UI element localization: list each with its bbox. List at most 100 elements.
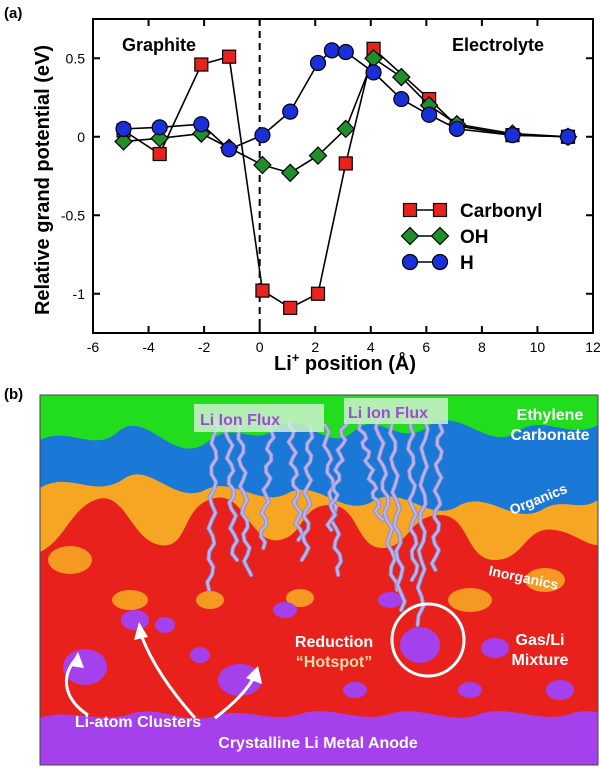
y-tick-label: 0.5 <box>66 50 86 66</box>
li-cluster <box>481 638 509 658</box>
series-h <box>115 42 577 158</box>
x-axis-label-sup: + <box>292 350 300 365</box>
data-point-oh <box>280 163 300 183</box>
y-tick-label: -0.5 <box>61 207 85 223</box>
inorganic-pockets <box>48 546 565 612</box>
legend-marker-carbonyl <box>402 202 418 218</box>
data-point-h <box>254 127 271 144</box>
x-axis-label: Li+ position (Å) <box>274 350 416 375</box>
li-cluster <box>546 680 574 700</box>
legend: Carbonyl OH H <box>400 201 542 274</box>
data-point-carbonyl <box>310 286 326 301</box>
y-axis-label: Relative grand potential (eV) <box>32 45 54 315</box>
x-tick-label: 6 <box>422 339 430 355</box>
data-point-h <box>448 120 465 137</box>
data-point-oh <box>114 132 133 151</box>
data-point-h <box>559 128 577 145</box>
x-axis-label-main: Li <box>274 353 292 375</box>
data-point-carbonyl <box>338 156 353 171</box>
data-point-h <box>193 116 210 133</box>
inorganic-pocket <box>286 589 314 607</box>
gas-li-label: Gas/Li <box>516 632 565 649</box>
legend-label-h: H <box>460 253 474 274</box>
data-point-carbonyl <box>283 300 298 315</box>
flux-trajectory <box>322 423 343 577</box>
panel-a-label: (a) <box>4 5 22 22</box>
li-cluster <box>63 649 107 685</box>
data-point-h <box>337 43 354 61</box>
data-point-carbonyl <box>194 57 209 72</box>
flux-trajectory <box>388 423 407 612</box>
x-tick-label: -6 <box>87 339 100 355</box>
data-point-carbonyl <box>255 283 270 298</box>
data-point-h <box>421 106 438 123</box>
flux-trajectory <box>287 418 305 542</box>
data-point-oh <box>308 146 328 165</box>
reduction-label: Reduction <box>295 634 373 651</box>
hotspot-circle <box>390 602 466 678</box>
flux-trajectory <box>326 418 348 532</box>
flux-label-left: Li Ion Flux <box>200 412 280 429</box>
inorganic-pocket <box>448 588 492 612</box>
inorganic-pocket <box>525 568 565 592</box>
y-tick-label: 0 <box>77 129 85 145</box>
legend-marker-carbonyl <box>432 202 448 218</box>
data-series <box>114 41 578 315</box>
data-point-carbonyl <box>222 49 237 64</box>
chart-panel-a: -6 -4 -2 0 2 4 6 8 10 12 0.5 0 -0.5 -1 Graphite Elec… <box>32 18 600 375</box>
x-tick-label: 0 <box>256 339 264 355</box>
x-axis-label-rest: position (Å) <box>299 351 416 375</box>
mixture-label: Mixture <box>512 652 569 669</box>
inorganic-pocket <box>48 546 92 574</box>
flux-trajectory <box>416 418 430 627</box>
li-atom-clusters <box>63 592 574 700</box>
x-tick-label: 10 <box>530 339 546 355</box>
data-point-h <box>282 103 299 120</box>
legend-label-oh: OH <box>460 227 489 248</box>
data-point-h <box>393 90 410 108</box>
li-cluster <box>218 664 262 696</box>
plot-frame <box>92 18 594 334</box>
li-cluster <box>273 602 297 618</box>
legend-marker-h <box>401 253 419 271</box>
sei-illustration: Li Ion Flux Li Ion Flux Ethylene Carbona… <box>40 395 598 765</box>
x-tick-label: 2 <box>311 339 319 355</box>
li-cluster <box>378 592 402 608</box>
data-point-h <box>309 54 327 72</box>
flux-trajectory <box>406 418 419 582</box>
data-point-h <box>365 64 382 81</box>
flux-trajectory <box>224 418 239 562</box>
x-tick-label: -4 <box>142 339 155 355</box>
series-line-oh <box>123 57 569 174</box>
flux-trajectory <box>205 418 220 592</box>
li-atom-clusters-label: Li-atom Clusters <box>75 714 201 731</box>
inorganic-pocket <box>112 590 148 610</box>
flux-trajectory <box>374 418 399 592</box>
x-tick-label: 8 <box>478 339 486 355</box>
x-tick-label: 12 <box>585 339 600 355</box>
li-cluster <box>121 610 149 630</box>
li-cluster <box>190 647 210 663</box>
flux-label-box-right <box>344 398 448 424</box>
region-label-graphite: Graphite <box>122 35 196 55</box>
li-cluster <box>458 682 482 698</box>
illustration-frame <box>39 394 599 766</box>
cluster-arrows <box>65 622 262 720</box>
legend-marker-oh <box>400 226 420 246</box>
flux-trajectory <box>259 418 276 550</box>
li-cluster <box>400 627 440 663</box>
hotspot-label: “Hotspot” <box>296 654 372 671</box>
ethylene-label: Ethylene <box>517 407 584 424</box>
carbonate-label: Carbonate <box>510 427 589 444</box>
li-metal-anode-layer <box>40 711 598 765</box>
data-point-h <box>151 119 168 136</box>
data-point-oh <box>391 67 411 87</box>
flux-trajectory <box>430 423 444 572</box>
data-point-oh <box>253 155 272 175</box>
region-label-electrolyte: Electrolyte <box>452 35 544 55</box>
y-ticks: 0.5 0 -0.5 -1 <box>61 50 593 302</box>
li-cluster <box>343 682 367 698</box>
x-ticks: -6 -4 -2 0 2 4 6 8 10 12 <box>87 19 600 355</box>
x-tick-label: 4 <box>367 339 375 355</box>
